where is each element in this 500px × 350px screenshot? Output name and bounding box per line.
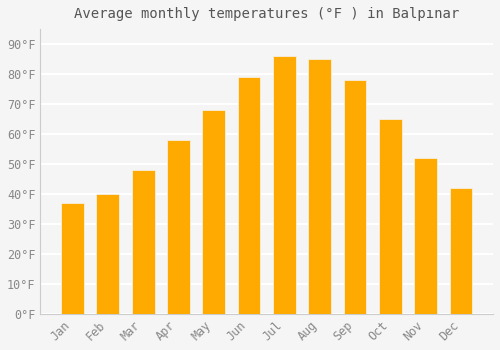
Bar [273, 56, 296, 314]
Bar [132, 170, 154, 314]
Bar [379, 119, 402, 314]
Bar [61, 203, 84, 314]
Bar [308, 59, 331, 314]
Bar [344, 80, 366, 314]
Bar [202, 110, 225, 314]
Bar [238, 77, 260, 314]
Title: Average monthly temperatures (°F ) in Balpınar: Average monthly temperatures (°F ) in Ba… [74, 7, 460, 21]
Bar [414, 158, 437, 314]
Bar [450, 188, 472, 314]
Bar [167, 140, 190, 314]
Bar [96, 194, 119, 314]
